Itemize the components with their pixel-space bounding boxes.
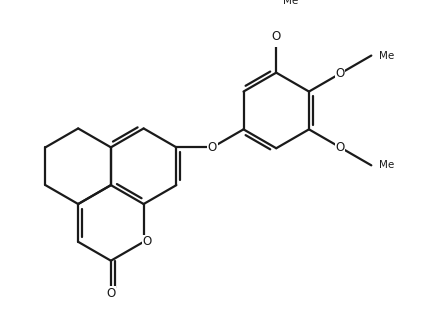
Text: Me: Me xyxy=(283,0,298,6)
Text: Me: Me xyxy=(379,160,394,170)
Text: O: O xyxy=(106,287,115,300)
Text: O: O xyxy=(142,235,152,248)
Text: O: O xyxy=(272,30,281,43)
Text: Me: Me xyxy=(379,51,394,61)
Text: O: O xyxy=(208,141,217,154)
Text: O: O xyxy=(335,141,345,154)
Text: O: O xyxy=(335,67,345,80)
